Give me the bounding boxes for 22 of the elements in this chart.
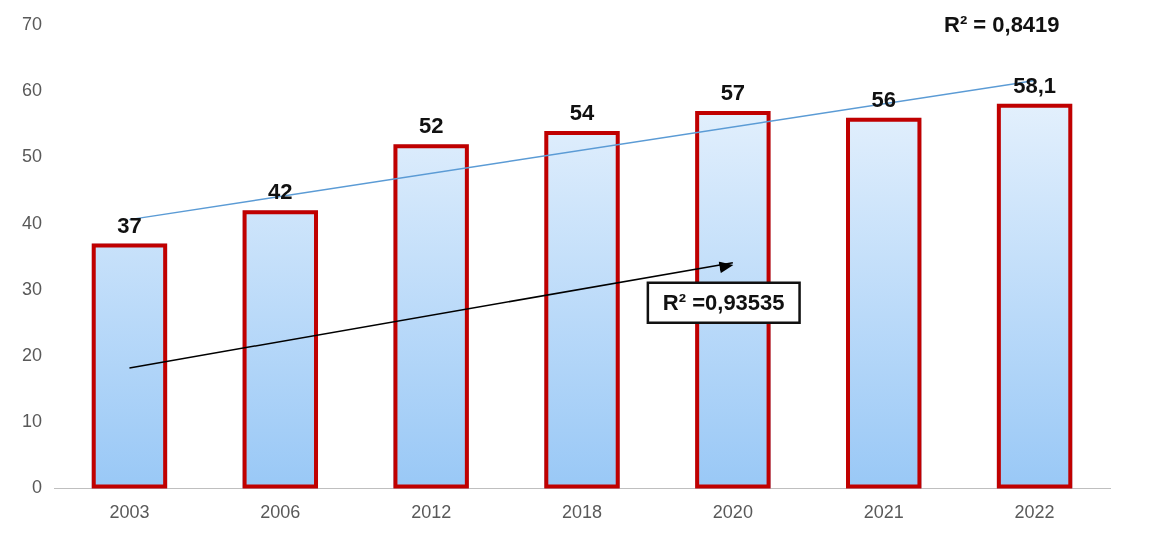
y-tick-label: 20: [21, 344, 43, 365]
data-label: 52: [418, 113, 444, 139]
y-tick-label: 30: [21, 278, 43, 299]
y-tick-label: 0: [32, 477, 43, 498]
x-tick-label: 2003: [109, 502, 150, 523]
data-label: 37: [117, 212, 142, 238]
x-tick-label: 2018: [561, 502, 603, 523]
data-label: 57: [720, 80, 746, 106]
x-tick-label: 2021: [863, 502, 904, 523]
x-tick-label: 2012: [411, 502, 452, 523]
data-label: 58,1: [1013, 72, 1056, 98]
annotation: R² = 0,8419: [943, 11, 1060, 37]
y-tick-label: 40: [21, 212, 43, 233]
y-tick-label: 10: [21, 411, 43, 432]
y-tick-label: 60: [21, 80, 43, 101]
annotation: R² =0,93535: [662, 289, 785, 315]
y-tick-label: 70: [21, 13, 43, 34]
x-tick-label: 2022: [1014, 502, 1055, 523]
x-tick-label: 2006: [260, 502, 301, 523]
y-tick-label: 50: [21, 146, 43, 167]
x-tick-label: 2020: [712, 502, 753, 523]
data-label: 54: [569, 99, 595, 125]
